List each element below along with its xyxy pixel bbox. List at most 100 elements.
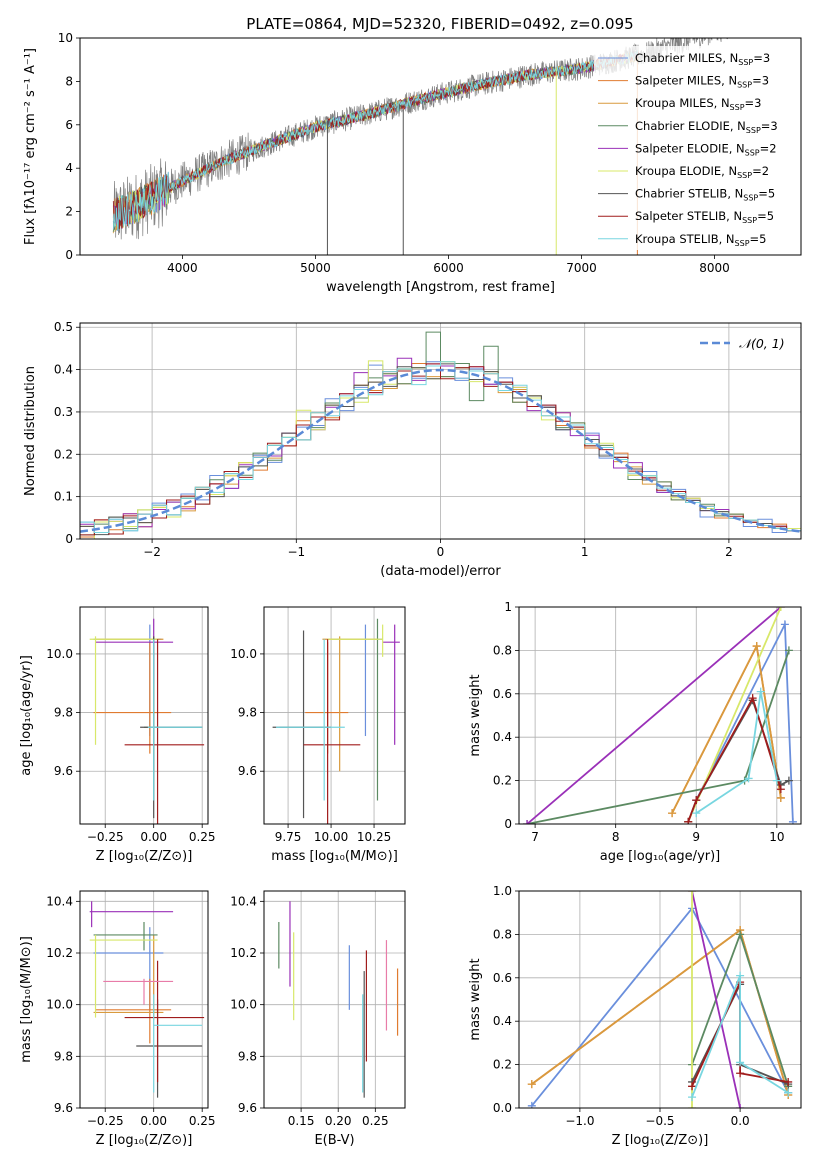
y-axis-label: mass weight xyxy=(468,674,483,756)
x-axis-label: wavelength [Angstrom, rest frame] xyxy=(326,280,555,295)
axes-frame xyxy=(79,606,209,825)
x-tick-label: 0.00 xyxy=(140,830,167,844)
y-tick-label: 8 xyxy=(65,74,73,88)
weight-marker xyxy=(744,774,753,783)
legend-label: Salpeter ELODIE, NSSP=2 xyxy=(635,141,777,157)
weight-marker xyxy=(688,1093,697,1102)
y-tick-label: 0.8 xyxy=(493,643,512,657)
y-tick-label: 9.8 xyxy=(54,706,73,720)
weight-marker xyxy=(736,1104,745,1108)
y-tick-label: 0.3 xyxy=(54,405,73,419)
x-axis-label: Z [log₁₀(Z/Z⊙)] xyxy=(96,1133,193,1148)
y-tick-label: 10 xyxy=(58,31,73,45)
weight-line-salpeter-elodie xyxy=(691,891,741,1108)
y-tick-label: 9.6 xyxy=(54,1101,73,1115)
y-tick-label: 10.4 xyxy=(230,894,257,908)
weight-marker xyxy=(692,809,701,818)
residuals-plot-area xyxy=(80,331,801,539)
y-tick-label: 9.8 xyxy=(238,706,257,720)
y-tick-label: 6 xyxy=(65,118,73,132)
x-tick-label: 4000 xyxy=(167,261,198,275)
weight-marker xyxy=(780,620,789,629)
mass-vs-ebv-panel: 0.15 0.20 0.25 9.6 9.8 10.0 10.2 10.4 E(B-V) xyxy=(230,890,406,1148)
x-tick-label: −1 xyxy=(287,545,305,559)
legend-label: Kroupa STELIB, NSSP=5 xyxy=(635,232,766,248)
y-tick-label: 0.6 xyxy=(493,971,512,985)
weight-marker xyxy=(692,796,701,805)
weight-marker xyxy=(756,687,765,696)
y-tick-label: 10.0 xyxy=(230,647,257,661)
x-tick-label: −2 xyxy=(143,545,161,559)
histogram-kroupa-stelib xyxy=(80,361,801,539)
residuals-panel: −2 −1 0 1 2 0 0.1 0.2 0.3 0.4 0.5 (data-model)/erro… xyxy=(23,320,802,579)
y-tick-label: 0.4 xyxy=(54,363,73,377)
spectrum-panel: 4000 5000 6000 7000 8000 0 2 4 6 8 10 wavelength [A… xyxy=(23,31,802,295)
x-tick-label: 10.25 xyxy=(357,830,391,844)
model-spectrum-kroupa-stelib xyxy=(112,49,639,231)
x-tick-label: 9.75 xyxy=(275,830,302,844)
weight-marker xyxy=(736,930,745,939)
y-tick-label: 10.4 xyxy=(46,894,73,908)
x-tick-label: −1.0 xyxy=(565,1114,594,1128)
x-tick-label: −0.25 xyxy=(87,830,124,844)
spectrum-legend: Chabrier MILES, NSSP=3 Salpeter MILES, NS… xyxy=(594,46,798,250)
y-tick-label: 9.6 xyxy=(238,764,257,778)
y-tick-label: 0.5 xyxy=(54,320,73,334)
y-tick-label: 1.0 xyxy=(493,884,512,898)
x-tick-label: 0.15 xyxy=(288,1114,315,1128)
y-axis-label: age [log₁₀(age/yr)] xyxy=(19,655,34,776)
y-tick-label: 10.0 xyxy=(46,647,73,661)
weight-line-salpeter-stelib xyxy=(687,695,782,823)
y-tick-label: 0.1 xyxy=(54,490,73,504)
residuals-legend: 𝒩(0, 1) xyxy=(700,336,785,351)
weight-line-kroupa-miles xyxy=(671,643,782,814)
weight-line-chabrier-miles xyxy=(695,620,794,822)
y-tick-label: 10.2 xyxy=(230,946,257,960)
weight-marker xyxy=(784,1088,793,1097)
y-axis-label: Normed distribution xyxy=(23,366,38,496)
y-tick-label: 0.6 xyxy=(493,687,512,701)
y-tick-label: 9.6 xyxy=(54,764,73,778)
x-tick-label: 1 xyxy=(581,545,589,559)
axes-frame xyxy=(518,890,802,1109)
weight-marker xyxy=(688,891,697,895)
weight-marker xyxy=(684,817,693,824)
weight-vs-z-plot-area xyxy=(527,891,793,1108)
y-axis-label: Flux [fλ10⁻¹⁷ erg cm⁻² s⁻¹ A⁻¹] xyxy=(23,48,38,245)
mass-vs-z-panel: −0.25 0.00 0.25 9.6 9.8 10.0 10.2 10.4 Z [log₁₀(… xyxy=(19,890,216,1148)
x-tick-label: 2 xyxy=(725,545,733,559)
weight-marker xyxy=(776,607,785,611)
x-tick-label: 7000 xyxy=(566,261,597,275)
weight-marker xyxy=(523,820,532,824)
x-tick-label: 10.00 xyxy=(314,830,348,844)
weight-line-kroupa-stelib xyxy=(691,975,789,1098)
weight-vs-z-panel: −1.0 −0.5 0.0 0.0 0.2 0.4 0.6 0.8 1.0 Z [log₁₀(Z/… xyxy=(468,884,802,1148)
x-tick-label: 0.00 xyxy=(140,1114,167,1128)
weight-marker xyxy=(527,1080,536,1089)
weight-marker xyxy=(748,694,757,703)
x-tick-label: 7 xyxy=(531,830,539,844)
legend-label: Kroupa ELODIE, NSSP=2 xyxy=(635,164,769,180)
x-axis-label: (data-model)/error xyxy=(380,564,501,579)
x-axis-label: Z [log₁₀(Z/Z⊙)] xyxy=(96,849,193,864)
weight-marker xyxy=(668,809,677,818)
y-tick-label: 9.6 xyxy=(238,1101,257,1115)
weight-marker xyxy=(788,817,797,824)
age-vs-mass-plot-area xyxy=(272,618,400,824)
x-tick-label: 5000 xyxy=(300,261,331,275)
axes-frame xyxy=(79,322,802,540)
weight-vs-age-panel: 7 8 9 10 0 0.2 0.4 0.6 0.8 1 age [log₁₀(age/yr)] ma… xyxy=(468,600,802,864)
axes-frame xyxy=(518,606,802,825)
weight-marker xyxy=(527,1101,536,1108)
y-tick-label: 10.2 xyxy=(46,946,73,960)
y-tick-label: 0.8 xyxy=(493,927,512,941)
weight-marker xyxy=(736,971,745,980)
y-tick-label: 4 xyxy=(65,161,73,175)
x-tick-label: 0.25 xyxy=(189,830,216,844)
y-tick-label: 10.0 xyxy=(230,998,257,1012)
axes-frame xyxy=(79,890,209,1109)
x-tick-label: 6000 xyxy=(433,261,464,275)
x-tick-label: 8 xyxy=(612,830,620,844)
x-tick-label: 0.20 xyxy=(325,1114,352,1128)
y-tick-label: 0 xyxy=(504,817,512,831)
